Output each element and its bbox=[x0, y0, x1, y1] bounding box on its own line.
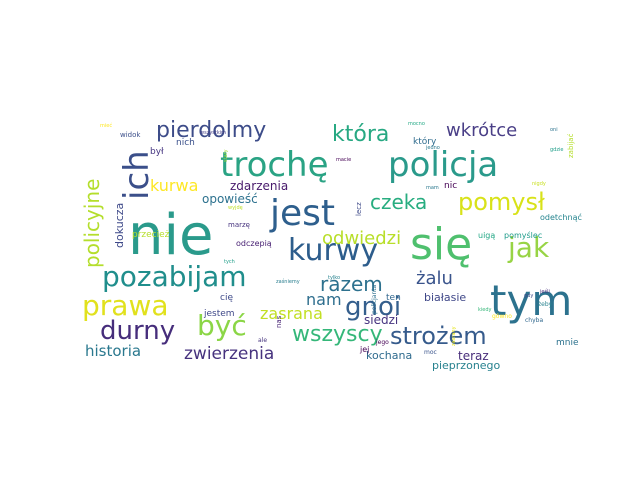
word-jak: jak bbox=[508, 231, 550, 264]
word-zasrana: zasrana bbox=[260, 304, 323, 323]
word-cloud: nie się trochę policja jest tym ich jak … bbox=[80, 118, 582, 372]
word-tym: tym bbox=[490, 276, 573, 325]
word-zabijac: zabijać bbox=[567, 133, 575, 158]
word-chyba: chyba bbox=[525, 317, 544, 324]
word-policjanta: policjanta bbox=[371, 284, 378, 314]
word-dokucza: dokucza bbox=[113, 202, 126, 248]
word-historia: historia bbox=[85, 342, 142, 360]
word-tych: tych bbox=[224, 259, 235, 265]
word-pierdolmy: pierdolmy bbox=[156, 118, 267, 143]
word-lecz: lecz bbox=[355, 202, 363, 216]
word-odczepia: odczepią bbox=[236, 239, 272, 248]
word-pomyslec: pomyślec bbox=[504, 231, 543, 240]
word-policyjne: policyjne bbox=[80, 178, 104, 268]
word-pomysl: pomysł bbox=[458, 188, 545, 216]
word-macie: macie bbox=[336, 157, 352, 163]
word-stary: stary bbox=[223, 149, 229, 162]
word-policja: policja bbox=[388, 145, 499, 185]
word-widok: widok bbox=[120, 131, 141, 139]
word-kiedy: kiedy bbox=[478, 307, 492, 313]
word-marze: marzę bbox=[228, 221, 250, 229]
word-oni: oni bbox=[550, 127, 558, 133]
word-zasniemy: zaśniemy bbox=[276, 279, 300, 285]
word-czeka: czeka bbox=[370, 190, 428, 214]
word-wszyscy: wszyscy bbox=[292, 322, 383, 347]
word-moc: moc bbox=[424, 349, 437, 356]
word-cie: cię bbox=[220, 293, 233, 303]
word-durny: durny bbox=[100, 316, 176, 346]
word-mam: mam bbox=[426, 185, 439, 191]
word-zalu: żalu bbox=[416, 268, 453, 289]
word-zdarzenia: zdarzenia bbox=[230, 179, 289, 193]
word-nam: nam bbox=[306, 290, 342, 309]
word-jesli: jeśli bbox=[540, 289, 550, 295]
word-ktory: który bbox=[413, 137, 437, 147]
word-nas: nas bbox=[275, 315, 283, 328]
word-byc: być bbox=[197, 309, 247, 342]
word-ale: ale bbox=[258, 337, 268, 344]
word-gdzie: gdzie bbox=[550, 147, 564, 153]
word-opowiesc: opowieść bbox=[202, 192, 258, 206]
word-miec: mieć bbox=[100, 123, 113, 129]
word-strozem: strożem bbox=[390, 322, 487, 350]
word-zwierzenia: zwierzenia bbox=[184, 344, 275, 364]
word-odetchnac: odetchnąć bbox=[540, 213, 582, 222]
word-gowno: gówno bbox=[492, 313, 512, 320]
word-teraz: teraz bbox=[458, 349, 489, 363]
word-tylko: tylko bbox=[328, 275, 341, 281]
word-siedzi: siedzi bbox=[364, 313, 399, 327]
word-zasrany: zasrany bbox=[451, 326, 457, 346]
word-jedno: jedno bbox=[426, 145, 440, 151]
word-odwiedzi: odwiedzi bbox=[322, 228, 402, 249]
word-prawa: prawa bbox=[82, 289, 169, 322]
word-jego: jego bbox=[376, 339, 389, 346]
word-bialasie: białasie bbox=[424, 291, 467, 304]
word-jej: jej bbox=[360, 345, 370, 354]
word-przeciez: przecież bbox=[132, 230, 170, 240]
word-wyjde: wyjdę bbox=[228, 205, 243, 211]
word-ten: ten bbox=[386, 293, 401, 303]
word-mnie: mnie bbox=[556, 338, 579, 348]
word-wkrotce: wkrótce bbox=[446, 120, 518, 141]
word-nich: nich bbox=[176, 138, 195, 148]
word-kurwy: kurwy bbox=[288, 233, 379, 268]
word-ich: ich bbox=[117, 150, 157, 200]
word-jest: jest bbox=[270, 193, 336, 234]
word-razem: razem bbox=[320, 272, 383, 296]
word-wszystkim: wszystkim bbox=[200, 130, 226, 136]
word-uiga: uigą bbox=[478, 231, 496, 240]
word-nic: nic bbox=[444, 181, 458, 191]
word-gdy: gdy bbox=[524, 293, 534, 299]
word-byl: był bbox=[150, 147, 164, 157]
word-jestem: jestem bbox=[204, 309, 235, 319]
word-kurwa: kurwa bbox=[150, 176, 199, 195]
word-nie: nie bbox=[128, 203, 214, 268]
word-gnoi: gnoi bbox=[345, 292, 402, 322]
word-kochana: kochana bbox=[366, 349, 413, 362]
word-sie: się bbox=[410, 219, 473, 270]
word-troche: trochę bbox=[220, 145, 329, 185]
word-pozabijam: pozabijam bbox=[102, 260, 247, 293]
word-nigdy: nigdy bbox=[532, 181, 546, 187]
word-ktora: która bbox=[332, 122, 390, 147]
word-pieprzonego: pieprzonego bbox=[432, 359, 501, 372]
word-zeby: żeby bbox=[538, 301, 553, 308]
word-mocno: mocno bbox=[408, 121, 425, 127]
